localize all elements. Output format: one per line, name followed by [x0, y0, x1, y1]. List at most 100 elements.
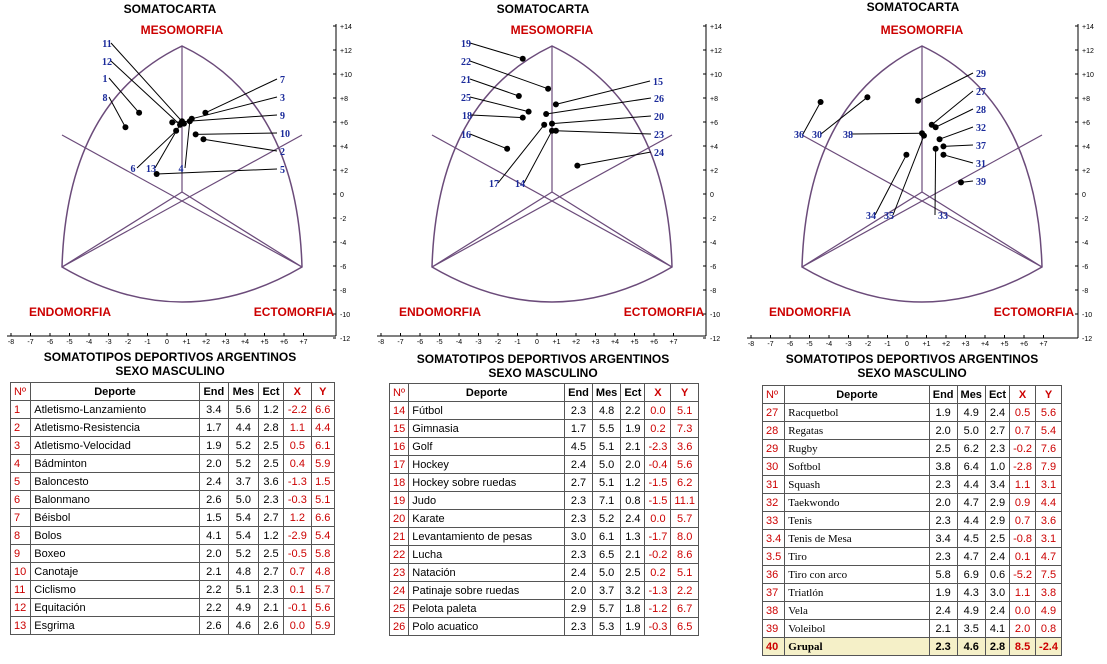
x-tick-label: -4	[86, 339, 92, 346]
column-header: Y	[310, 382, 335, 401]
cell-sport: Tenis de Mesa	[784, 529, 930, 548]
somatotype-table-1: Nº Deporte End Mes Ect X Y 1 Atletismo-Lanzamien…	[9, 382, 335, 635]
y-tick-label: -10	[1082, 312, 1092, 319]
cell-ect: 2.8	[984, 637, 1011, 656]
point-label: 25	[461, 93, 471, 104]
y-tick-label: 0	[1082, 192, 1086, 199]
cell-y: 8.0	[670, 527, 699, 546]
cell-x: -0.4	[644, 455, 672, 474]
leader-line	[172, 114, 278, 123]
cell-sport: Grupal	[784, 637, 930, 656]
cell-y: 7.6	[1035, 439, 1062, 458]
cell-end: 2.2	[198, 580, 229, 599]
x-tick-label: +4	[981, 341, 989, 348]
point-label: 23	[654, 130, 664, 141]
y-tick-label: +14	[710, 24, 722, 31]
cell-ect: 2.4	[620, 509, 646, 528]
cell-x: -1.7	[644, 527, 672, 546]
cell-mes: 5.2	[227, 454, 259, 473]
cell-y: 6.7	[670, 599, 699, 618]
table-row: 8 Bolos 4.1 5.4 1.2 -2.9 5.4	[9, 526, 335, 545]
table-row: 28 Regatas 2.0 5.0 2.7 0.7 5.4	[761, 421, 1062, 440]
x-tick-label: -6	[787, 341, 793, 348]
cell-n: 6	[9, 490, 32, 509]
x-tick-label: -8	[748, 341, 754, 348]
y-tick-label: +4	[710, 144, 718, 151]
column-header: X	[1009, 385, 1037, 404]
cell-mes: 4.4	[956, 475, 986, 494]
table-row: 5 Baloncesto 2.4 3.7 3.6 -1.3 1.5	[9, 472, 335, 491]
leader-line	[154, 120, 183, 169]
table-row: 16 Golf 4.5 5.1 2.1 -2.3 3.6	[388, 437, 699, 456]
cell-x: -0.1	[283, 598, 312, 617]
leader-line	[110, 60, 181, 126]
cell-n: 32	[761, 493, 786, 512]
cell-x: 0.2	[644, 563, 672, 582]
cell-x: 8.5	[1009, 637, 1037, 656]
leader-line	[577, 151, 652, 167]
cell-y: -2.4	[1035, 637, 1062, 656]
cell-ect: 2.4	[984, 403, 1011, 422]
cell-n: 9	[9, 544, 32, 563]
table-row: 36 Tiro con arco 5.8 6.9 0.6 -5.2 7.5	[761, 565, 1062, 584]
point-label: 18	[462, 111, 472, 122]
cell-mes: 5.2	[591, 509, 622, 528]
cell-n: 36	[761, 565, 786, 584]
y-tick-label: 0	[340, 192, 344, 199]
table-row: 3.4 Tenis de Mesa 3.4 4.5 2.5 -0.8 3.1	[761, 529, 1062, 548]
cell-x: 0.4	[283, 454, 312, 473]
leader-line	[555, 130, 652, 135]
cell-x: 0.1	[283, 580, 312, 599]
cell-ect: 3.6	[257, 472, 285, 491]
y-tick-label: 0	[710, 192, 714, 199]
column-header: Deporte	[408, 383, 566, 402]
x-tick-label: -5	[436, 339, 442, 346]
cell-mes: 4.7	[956, 547, 986, 566]
cell-end: 2.0	[928, 493, 958, 512]
data-point	[136, 109, 143, 116]
cell-n: 11	[9, 580, 32, 599]
table-row: 18 Hockey sobre ruedas 2.7 5.1 1.2 -1.5 6.2	[388, 473, 699, 492]
cell-y: 5.7	[310, 580, 335, 599]
y-tick-label: -10	[340, 312, 350, 319]
cell-y: 5.4	[310, 526, 335, 545]
leader-line	[469, 42, 523, 60]
cell-n: 5	[9, 472, 32, 491]
cell-sport: Tiro con arco	[784, 565, 930, 584]
cell-y: 5.1	[310, 490, 335, 509]
table-row: 21 Levantamiento de pesas 3.0 6.1 1.3 -1.7 8.0	[388, 527, 699, 546]
cell-x: 2.0	[1009, 619, 1037, 638]
cell-n: 2	[9, 418, 32, 437]
point-label: 8	[103, 93, 108, 104]
leader-line	[469, 78, 520, 97]
y-tick-label: +2	[340, 168, 348, 175]
cell-mes: 5.5	[591, 419, 622, 438]
cell-mes: 6.1	[591, 527, 622, 546]
cell-n: 26	[388, 617, 410, 636]
y-tick-label: +14	[1082, 24, 1094, 31]
column-header: End	[564, 383, 593, 402]
cell-n: 39	[761, 619, 786, 638]
table-row: 3 Atletismo-Velocidad 1.9 5.2 2.5 0.5 6.1	[9, 436, 335, 455]
cell-mes: 4.8	[227, 562, 259, 581]
y-tick-label: +10	[340, 72, 352, 79]
point-label: 7	[280, 75, 285, 86]
cell-n: 38	[761, 601, 786, 620]
data-point	[549, 120, 555, 127]
cell-x: -0.3	[283, 490, 312, 509]
cell-n: 17	[388, 455, 410, 474]
chart-title: SOMATOCARTA	[866, 0, 960, 14]
cell-mes: 5.7	[591, 599, 622, 618]
endo-axis	[61, 191, 183, 268]
leader-line	[551, 115, 652, 125]
cell-n: 7	[9, 508, 32, 527]
cell-end: 2.3	[564, 545, 593, 564]
table-row: 30 Softbol 3.8 6.4 1.0 -2.8 7.9	[761, 457, 1062, 476]
table-row: 11 Ciclismo 2.2 5.1 2.3 0.1 5.7	[9, 580, 335, 599]
data-point	[504, 145, 511, 152]
endo-axis	[431, 191, 553, 268]
table-total-row: 40 Grupal 2.3 4.6 2.8 8.5 -2.4	[761, 637, 1062, 656]
x-tick-label: -3	[475, 339, 481, 346]
